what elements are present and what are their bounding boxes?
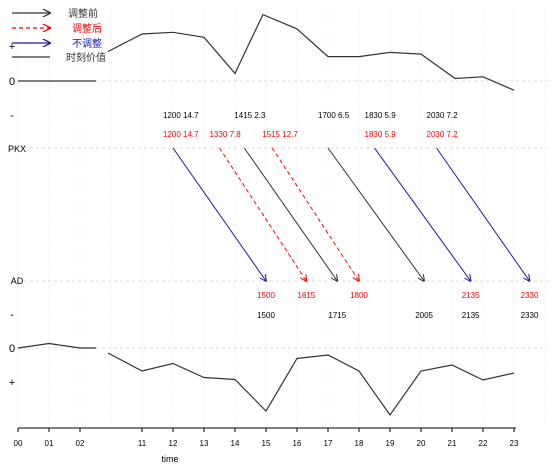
legend-after-label: 调整后 [72,22,102,35]
x-tick-label: 17 [324,439,333,448]
flight-arrow-unadjusted [436,147,530,281]
arrival-before-label: 2005 [415,311,433,320]
departure-before-label: 1700 6.5 [318,111,350,120]
station-origin-label: PKX [8,144,26,154]
top-minus-label: - [10,110,14,122]
x-tick-label: 02 [76,439,85,448]
flight-arrow-unadjusted [374,147,471,281]
departure-before-label: 1200 14.7 [163,111,199,120]
bottom-value-curve [17,342,515,417]
x-axis: 00 01 02 11 12 13 14 15 16 17 18 19 20 21 22 23 time [14,427,519,464]
departure-before-label: 1830 5.9 [365,111,397,120]
x-tick-label: 14 [231,439,240,448]
flight-arrows [172,147,530,281]
flight-arrow-unadjusted [172,147,266,281]
x-tick-label: 00 [14,439,23,448]
x-axis-title: time [161,454,178,464]
departure-after-label: 2030 7.2 [427,130,459,139]
x-tick-label: 16 [293,439,302,448]
departure-after-label: 1330 7.8 [210,130,242,139]
arrival-before-label: 1715 [328,311,346,320]
top-value-line [107,13,515,91]
flight-arrow-before [243,147,337,281]
x-tick-label: 13 [200,439,209,448]
bottom-value-line [107,352,515,417]
flight-arrow-before [327,147,424,281]
departure-before-label: 2030 7.2 [427,111,459,120]
x-tick-label: 18 [355,439,364,448]
flight-arrow-after [271,147,359,281]
departure-after-label: 1830 5.9 [365,130,397,139]
x-tick-label: 15 [262,439,271,448]
top-plus-label: + [9,41,15,53]
x-tick-label: 23 [510,439,519,448]
arrival-before-label: 2330 [521,311,539,320]
legend-unadjusted-label: 不调整 [72,37,102,50]
arrival-after-label: 2330 [521,291,539,300]
arrival-after-label: 1500 [257,291,275,300]
x-tick-label: 21 [448,439,457,448]
x-tick-label: 20 [417,439,426,448]
bottom-minus-label: - [10,309,14,321]
x-tick-label: 01 [45,439,54,448]
bottom-plus-label: + [9,377,15,389]
arrival-after-label: 2135 [462,291,480,300]
panel-axis-labels: + 0 - PKX AD - 0 + [8,41,26,389]
legend: 调整前 调整后 不调整 时刻价值 [12,7,106,64]
departure-before-label: 1415 2.3 [234,111,266,120]
flight-arrow-after [219,147,307,281]
x-tick-label: 12 [169,439,178,448]
x-tick-label: 22 [479,439,488,448]
bottom-value-line-early [17,342,96,349]
arrival-after-label: 1615 [297,291,315,300]
x-tick-label: 11 [138,439,147,448]
top-value-curve [18,13,515,91]
arrival-before-label: 1500 [257,311,275,320]
legend-value-label: 时刻价值 [66,51,106,64]
grid-lines [17,8,548,428]
x-ticks: 00 01 02 11 12 13 14 15 16 17 18 19 20 21 22 23 [14,428,519,448]
departure-after-label: 1200 14.7 [163,130,199,139]
bottom-zero-label: 0 [9,343,15,355]
top-zero-label: 0 [9,76,15,88]
station-destination-label: AD [11,276,24,286]
arrival-before-label: 2135 [462,311,480,320]
x-tick-label: 19 [386,439,395,448]
time-labels: 1200 14.7 1415 2.3 1700 6.5 1830 5.9 2030 7.… [163,111,539,320]
departure-after-label: 1515 12.7 [262,130,298,139]
arrival-after-label: 1800 [350,291,368,300]
legend-before-label: 调整前 [68,7,98,20]
